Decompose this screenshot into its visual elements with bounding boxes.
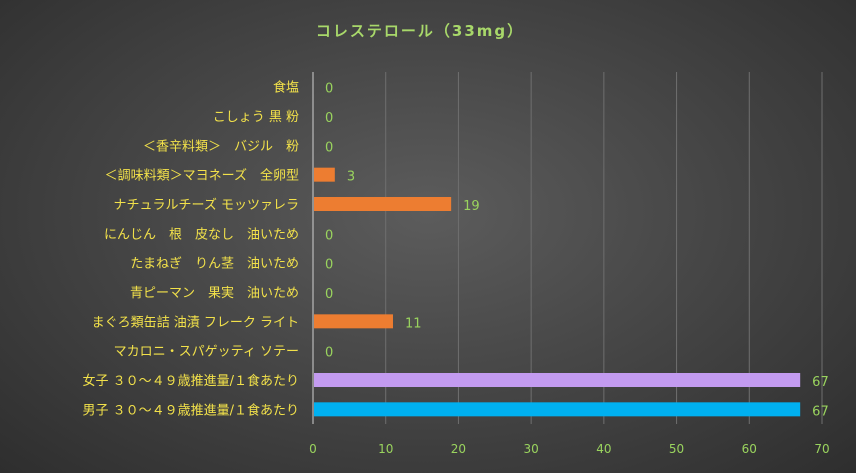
data-label: 11 (405, 316, 422, 331)
category-label: 男子 ３０～４９歳推進量/１食あたり (82, 402, 299, 418)
chart-title: コレステロール（33mg） (316, 22, 524, 40)
data-label: 0 (325, 140, 333, 155)
data-label: 0 (325, 228, 333, 243)
x-tick-label: 40 (596, 442, 611, 456)
data-label: 0 (325, 82, 333, 97)
data-label: 0 (325, 346, 333, 361)
data-label: 67 (812, 375, 829, 390)
x-tick-label: 70 (814, 442, 829, 456)
bar (314, 314, 393, 328)
category-label: まぐろ類缶詰 油漬 フレーク ライト (92, 314, 299, 330)
bars (314, 168, 800, 417)
x-tick-label: 60 (742, 442, 757, 456)
x-tick-label: 10 (378, 442, 393, 456)
bar (314, 197, 451, 211)
category-label: ＜香辛料類＞ バジル 粉 (143, 139, 299, 154)
data-label: 0 (325, 287, 333, 302)
x-tick-label: 30 (524, 442, 539, 456)
category-label: マカロニ・スパゲッティ ソテー (114, 345, 299, 360)
data-label: 0 (325, 258, 333, 273)
gridlines (386, 72, 822, 424)
category-label: たまねぎ りん茎 油いため (130, 257, 299, 272)
data-label: 67 (812, 404, 829, 419)
data-label: 0 (325, 111, 333, 126)
x-tick-label: 50 (669, 442, 684, 456)
category-label: こしょう 黒 粉 (213, 110, 299, 125)
category-label: 青ピーマン 果実 油いため (130, 285, 299, 301)
data-label: 19 (463, 199, 480, 214)
category-label: 女子 ３０～４９歳推進量/１食あたり (82, 373, 299, 389)
bar (314, 402, 800, 416)
bar (314, 168, 335, 182)
category-label: 食塩 (273, 80, 299, 96)
bar (314, 373, 800, 387)
category-label: にんじん 根 皮なし 油いため (104, 227, 299, 242)
category-label: ＜調味料類＞マヨネーズ 全卵型 (105, 168, 299, 184)
data-label: 3 (347, 170, 355, 185)
x-axis-ticks: 0 10 20 30 40 50 60 70 (309, 442, 829, 456)
x-tick-label: 0 (309, 442, 317, 456)
x-tick-label: 20 (451, 442, 466, 456)
category-label: ナチュラルチーズ モッツァレラ (114, 197, 299, 213)
